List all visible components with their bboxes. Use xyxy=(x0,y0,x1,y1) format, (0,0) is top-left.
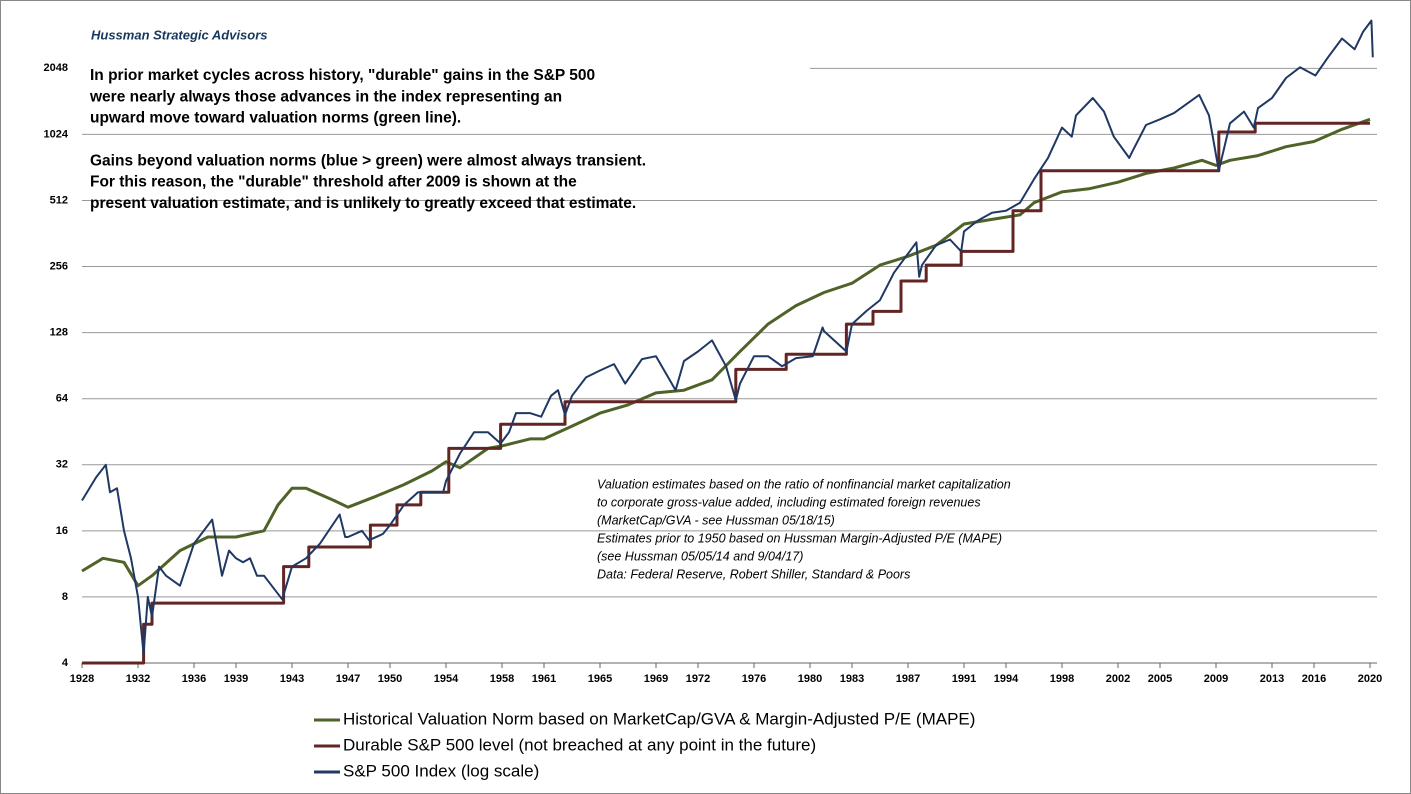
y-tick-label: 2048 xyxy=(44,62,68,74)
annotation: upward move toward valuation norms (gree… xyxy=(90,110,461,127)
y-tick-label: 32 xyxy=(56,459,68,471)
series-line xyxy=(81,117,1371,588)
note: to corporate gross-value added, includin… xyxy=(597,495,981,509)
annotation: Gains beyond valuation norms (blue > gre… xyxy=(90,152,646,169)
annotation: were nearly always those advances in the… xyxy=(89,88,562,105)
y-tick-label: 1024 xyxy=(44,128,69,140)
x-tick-label: 1987 xyxy=(896,673,920,685)
chart-title: Hussman Strategic Advisors xyxy=(91,27,268,42)
y-tick-label: 4 xyxy=(62,657,69,669)
y-tick-label: 16 xyxy=(56,525,68,537)
x-tick-label: 1961 xyxy=(532,673,556,685)
x-tick-label: 1991 xyxy=(952,673,976,685)
y-tick-label: 8 xyxy=(62,591,68,603)
x-tick-label: 1969 xyxy=(644,673,668,685)
annotation: In prior market cycles across history, "… xyxy=(90,67,595,84)
x-tick-label: 2020 xyxy=(1358,673,1382,685)
x-tick-label: 2016 xyxy=(1302,673,1326,685)
y-tick-label: 64 xyxy=(56,393,69,405)
x-tick-label: 2009 xyxy=(1204,673,1228,685)
x-tick-label: 2002 xyxy=(1106,673,1130,685)
x-tick-label: 1998 xyxy=(1050,673,1074,685)
x-tick-label: 1983 xyxy=(840,673,864,685)
annotation: For this reason, the "durable" threshold… xyxy=(90,174,577,191)
x-tick-label: 1947 xyxy=(336,673,360,685)
x-tick-label: 1932 xyxy=(126,673,150,685)
x-tick-label: 1943 xyxy=(280,673,304,685)
x-tick-label: 1994 xyxy=(994,673,1019,685)
y-tick-label: 128 xyxy=(50,327,68,339)
x-tick-label: 1939 xyxy=(224,673,248,685)
note: Estimates prior to 1950 based on Hussman… xyxy=(597,531,1002,545)
y-tick-label: 512 xyxy=(50,194,68,206)
note: (see Hussman 05/05/14 and 9/04/17) xyxy=(597,549,803,563)
x-tick-label: 1965 xyxy=(588,673,612,685)
note: Data: Federal Reserve, Robert Shiller, S… xyxy=(597,567,910,581)
x-tick-label: 1928 xyxy=(70,673,94,685)
x-tick-label: 1976 xyxy=(742,673,766,685)
x-tick-label: 1972 xyxy=(686,673,710,685)
x-tick-label: 2005 xyxy=(1148,673,1172,685)
legend-label: Historical Valuation Norm based on Marke… xyxy=(343,709,975,728)
legend-label: S&P 500 Index (log scale) xyxy=(343,761,539,780)
x-tick-label: 1958 xyxy=(490,673,514,685)
series-line xyxy=(82,121,1370,665)
annotation: present valuation estimate, and is unlik… xyxy=(90,195,636,212)
x-tick-label: 1950 xyxy=(378,673,402,685)
y-tick-label: 256 xyxy=(50,260,68,272)
series-line xyxy=(81,19,1374,655)
x-tick-label: 1936 xyxy=(182,673,206,685)
x-tick-label: 1954 xyxy=(434,673,459,685)
x-tick-label: 2013 xyxy=(1260,673,1284,685)
x-tick-label: 1980 xyxy=(798,673,822,685)
legend-label: Durable S&P 500 level (not breached at a… xyxy=(343,735,816,754)
note: (MarketCap/GVA - see Hussman 05/18/15) xyxy=(597,513,835,527)
note: Valuation estimates based on the ratio o… xyxy=(597,477,1011,491)
